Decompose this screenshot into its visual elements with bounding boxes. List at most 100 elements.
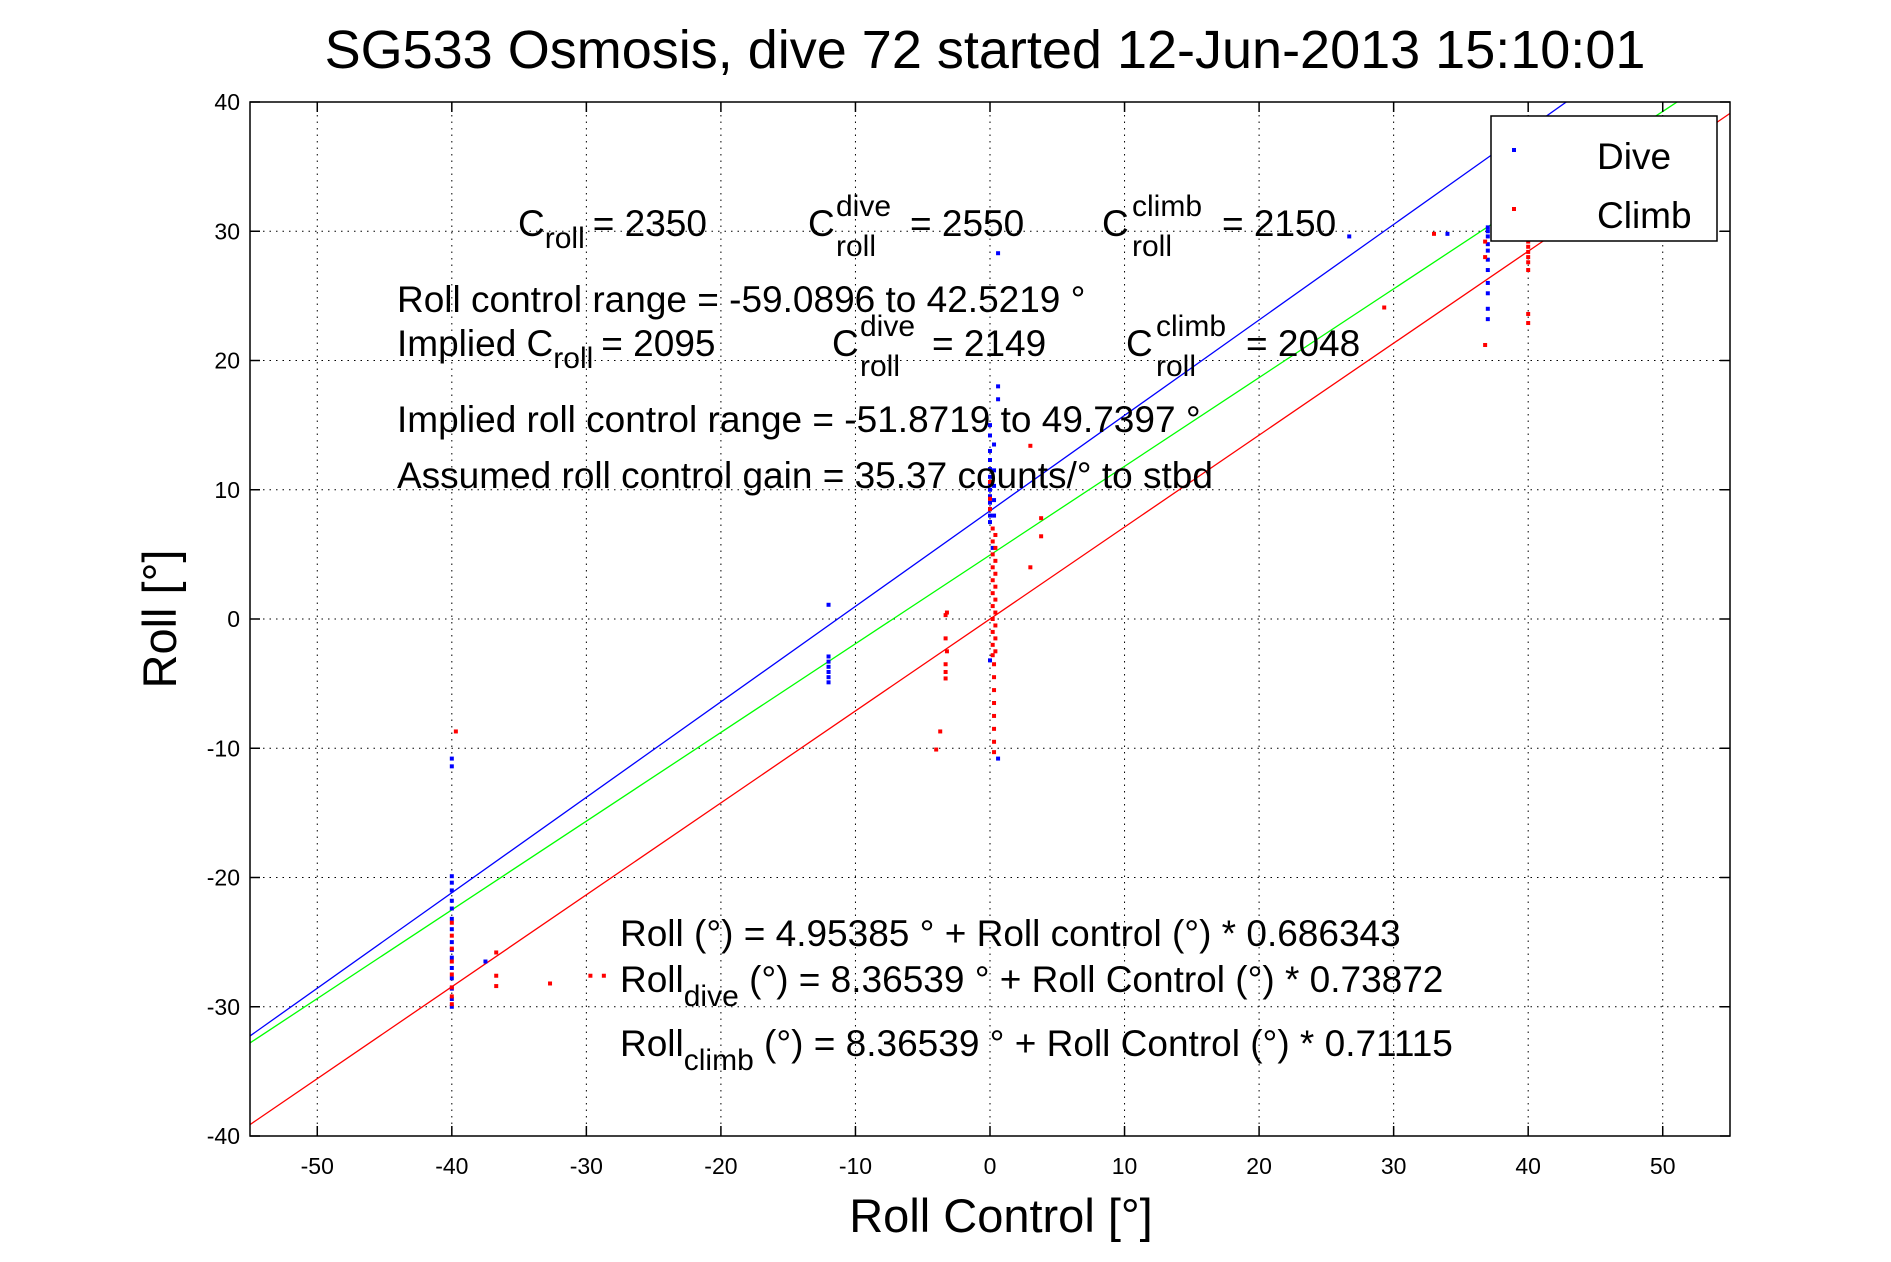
dive-point xyxy=(1485,306,1490,311)
annotations: Croll = 2350 C dive roll = 2550 C climb r… xyxy=(397,190,1453,1077)
dive-point xyxy=(449,888,454,893)
y-tick-label: 30 xyxy=(214,218,240,244)
dive-point xyxy=(449,940,454,945)
climb-point xyxy=(1483,239,1488,244)
dive-point xyxy=(449,916,454,921)
climb-point xyxy=(992,726,997,731)
climb-point xyxy=(993,649,998,654)
data-points xyxy=(449,225,1531,1009)
dive-point xyxy=(826,659,831,664)
climb-point xyxy=(993,610,998,615)
climb-point xyxy=(990,604,995,609)
climb-point xyxy=(992,713,997,718)
dive-point xyxy=(988,448,992,453)
climb-point xyxy=(1382,305,1387,310)
y-tick-label: 20 xyxy=(214,348,240,374)
dive-point xyxy=(996,384,1001,389)
dive-point xyxy=(988,467,992,472)
climb-point xyxy=(992,662,997,667)
climb-point xyxy=(993,545,998,550)
dive-point xyxy=(449,764,454,769)
implied-croll-dive-label: C xyxy=(832,323,859,364)
croll-dive-value: = 2550 xyxy=(910,203,1024,244)
y-tick-label: -30 xyxy=(207,994,240,1020)
climb-point xyxy=(548,981,553,986)
dive-point xyxy=(826,680,831,685)
dive-point xyxy=(449,756,454,761)
implied-croll-dive-sup: dive xyxy=(860,310,915,343)
dive-point xyxy=(996,397,1001,402)
x-tick-label: 30 xyxy=(1381,1153,1407,1179)
dive-point xyxy=(988,520,992,525)
dive-point xyxy=(826,664,831,669)
y-tick-label: -10 xyxy=(207,735,240,761)
climb-point xyxy=(993,571,998,576)
climb-point xyxy=(1526,260,1531,265)
dive-point xyxy=(988,458,992,463)
dive-point xyxy=(992,498,997,503)
x-tick-label: 20 xyxy=(1246,1153,1272,1179)
dive-point xyxy=(992,483,997,488)
dive-point xyxy=(996,756,1001,761)
dive-point xyxy=(449,1004,454,1009)
implied-croll-climb-value: = 2048 xyxy=(1246,323,1360,364)
axis-ticks: -50 -40 -30 -20 -10 0 10 20 30 40 50 -40 -30 -20 -10 0 1… xyxy=(207,89,1730,1179)
x-tick-label: 50 xyxy=(1650,1153,1676,1179)
implied-croll-dive-value: = 2149 xyxy=(932,323,1046,364)
dive-point xyxy=(483,959,488,964)
climb-point xyxy=(993,558,998,563)
dive-point xyxy=(1485,268,1490,273)
climb-point xyxy=(990,642,995,647)
dive-point xyxy=(1347,234,1352,239)
climb-point xyxy=(1526,311,1531,316)
climb-point xyxy=(988,507,992,512)
climb-point xyxy=(944,649,949,654)
climb-point xyxy=(449,946,454,951)
fit-equation-dive: Rolldive (°) = 8.36539 ° + Roll Control … xyxy=(620,959,1443,1013)
climb-point xyxy=(1432,231,1436,236)
x-tick-label: 10 xyxy=(1112,1153,1138,1179)
dive-point xyxy=(826,602,831,607)
implied-croll-climb-label: C xyxy=(1126,323,1153,364)
dive-point xyxy=(992,513,997,518)
climb-point xyxy=(943,636,948,641)
climb-point xyxy=(1526,321,1531,326)
climb-point xyxy=(934,747,939,752)
climb-point xyxy=(990,539,995,544)
dive-point xyxy=(988,494,992,499)
climb-point xyxy=(943,669,948,674)
climb-point xyxy=(993,636,998,641)
y-tick-label: 40 xyxy=(214,89,240,115)
y-tick-label: 10 xyxy=(214,477,240,503)
climb-point xyxy=(988,479,992,484)
climb-point xyxy=(1526,249,1531,254)
climb-point xyxy=(944,610,949,615)
legend-dive-marker xyxy=(1512,148,1516,152)
dive-point xyxy=(988,433,992,438)
roll-control-gain: Assumed roll control gain = 35.37 counts… xyxy=(397,455,1213,496)
dive-point xyxy=(988,474,992,479)
climb-point xyxy=(990,565,995,570)
legend-climb-marker xyxy=(1512,207,1516,211)
climb-point xyxy=(988,496,992,501)
chart-title: SG533 Osmosis, dive 72 started 12-Jun-20… xyxy=(325,20,1646,80)
dive-point xyxy=(826,675,831,680)
fit-line-2 xyxy=(250,112,1730,1126)
dive-point xyxy=(1485,229,1490,234)
dive-point xyxy=(992,468,997,473)
climb-point xyxy=(992,688,997,693)
dive-point xyxy=(449,874,454,879)
implied-croll-dive-sub: roll xyxy=(860,350,900,383)
climb-point xyxy=(990,578,995,583)
climb-point xyxy=(992,739,997,744)
y-tick-label: 0 xyxy=(227,606,240,632)
dive-point xyxy=(1485,248,1490,253)
legend-dive-label: Dive xyxy=(1597,136,1671,177)
dive-point xyxy=(449,965,454,970)
climb-point xyxy=(990,552,995,557)
croll-climb-sup: climb xyxy=(1132,190,1202,223)
climb-point xyxy=(449,994,454,999)
climb-point xyxy=(990,629,995,634)
dive-point xyxy=(1485,242,1490,247)
